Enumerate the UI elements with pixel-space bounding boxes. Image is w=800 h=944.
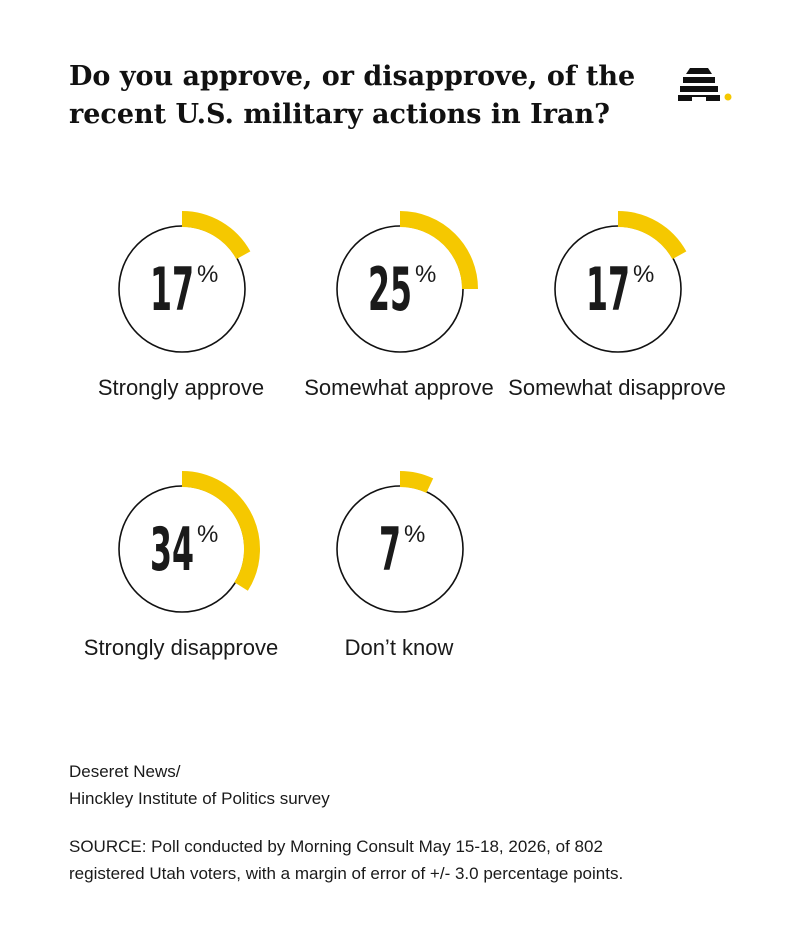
donut-arc-strongly-approve (181, 211, 251, 260)
donut-label-strongly-approve: Strongly approve (98, 375, 264, 400)
beehive-dot (724, 93, 732, 101)
chart-title: Do you approve, or disapprove, of the re… (69, 58, 649, 134)
donut-label-strongly-disapprove: Strongly disapprove (84, 635, 278, 660)
beehive-icon (678, 68, 732, 101)
source-org-line-2: Hinckley Institute of Politics survey (69, 789, 330, 808)
beehive-top (686, 68, 712, 74)
donut-arc-don-t-know (399, 471, 434, 494)
donut-value-don-t-know: 7 (379, 515, 401, 585)
donut-arc-somewhat-disapprove (617, 211, 687, 260)
donut-percent-strongly-approve: % (197, 261, 218, 288)
beehive-band-2 (683, 77, 715, 83)
source-note-line-2: registered Utah voters, with a margin of… (69, 864, 624, 883)
source-note-line-1: SOURCE: Poll conducted by Morning Consul… (69, 837, 603, 856)
title-line-1: Do you approve, or disapprove, of the (69, 61, 636, 92)
source-note: SOURCE: Poll conducted by Morning Consul… (69, 833, 749, 887)
donut-label-somewhat-disapprove: Somewhat disapprove (508, 375, 726, 400)
donut-somewhat-approve: 25 % Somewhat approve (304, 211, 494, 400)
donut-strongly-disapprove: 34 % Strongly disapprove (84, 471, 278, 660)
donut-value-strongly-approve: 17 (150, 255, 194, 325)
donut-percent-somewhat-approve: % (415, 261, 436, 288)
source-organization: Deseret News/ Hinckley Institute of Poli… (69, 758, 669, 812)
donut-percent-somewhat-disapprove: % (633, 261, 654, 288)
title-line-2: recent U.S. military actions in Iran? (69, 99, 610, 130)
beehive-band-3 (680, 86, 718, 92)
donut-percent-don-t-know: % (404, 521, 425, 548)
donut-label-don-t-know: Don’t know (345, 635, 454, 660)
donut-value-strongly-disapprove: 34 (150, 515, 194, 585)
donut-arc-strongly-disapprove (181, 471, 260, 591)
source-org-line-1: Deseret News/ (69, 762, 181, 781)
donut-don-t-know: 7 % Don’t know (336, 471, 464, 660)
donut-chart-grid: 17 % Strongly approve 25 % Somewhat approve 17… (84, 211, 726, 660)
donut-value-somewhat-approve: 25 (368, 255, 412, 325)
donut-percent-strongly-disapprove: % (197, 521, 218, 548)
donut-value-somewhat-disapprove: 17 (586, 255, 630, 325)
donut-somewhat-disapprove: 17 % Somewhat disapprove (508, 211, 726, 400)
donut-strongly-approve: 17 % Strongly approve (98, 211, 264, 400)
donut-arc-somewhat-approve (399, 211, 478, 290)
beehive-base (678, 95, 720, 101)
donut-label-somewhat-approve: Somewhat approve (304, 375, 494, 400)
